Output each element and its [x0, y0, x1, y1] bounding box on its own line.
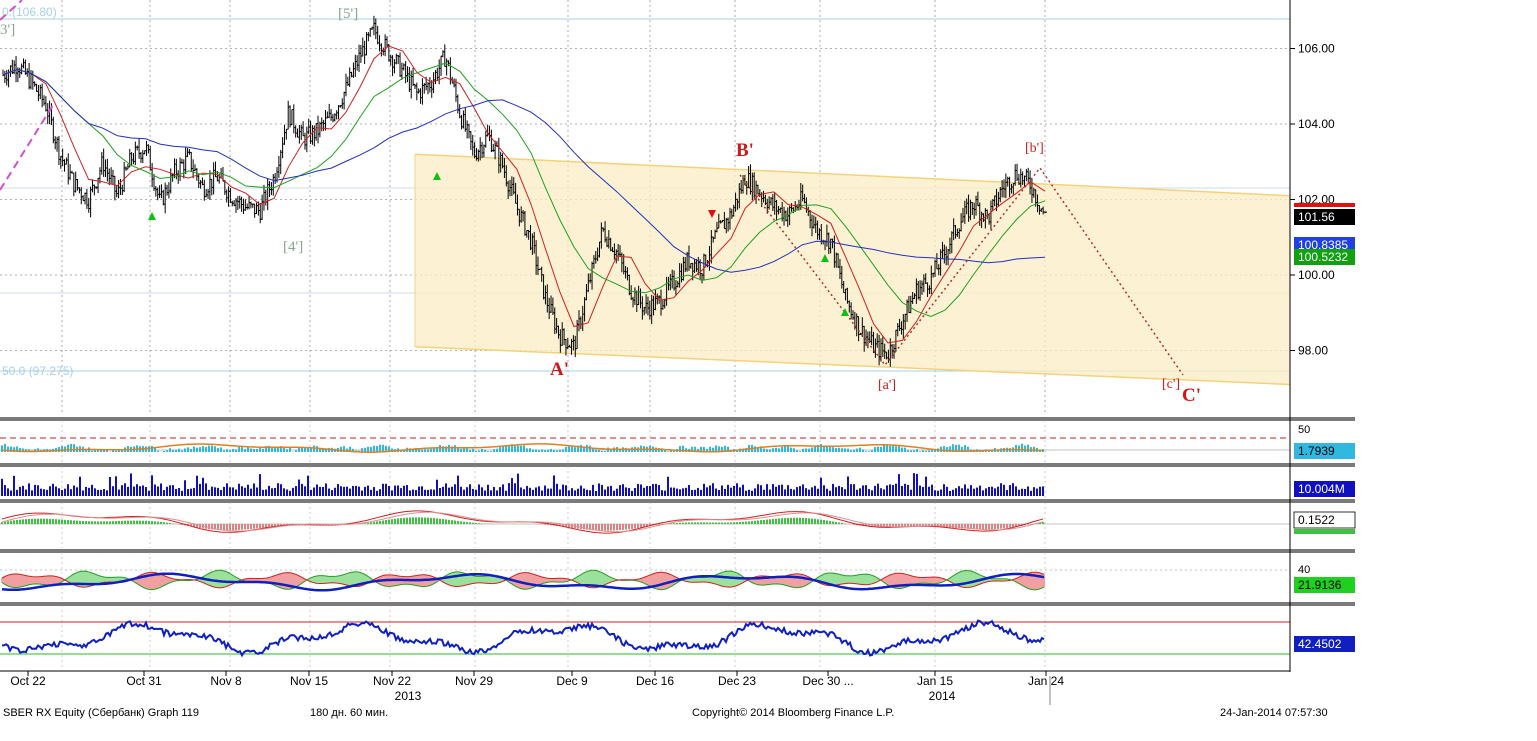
indicator-tag-macd-green	[1294, 529, 1355, 534]
panel-separator-axis	[1290, 549, 1355, 553]
x-tick-label: Nov 8	[210, 674, 242, 688]
indicator-tag-rsi-bg	[1294, 443, 1355, 459]
trend-line-magenta	[0, 101, 56, 191]
x-tick-label: Oct 31	[126, 674, 162, 688]
wave-label-3: 3']	[0, 22, 15, 38]
y-tick-label: 100.00	[1298, 268, 1335, 282]
buy-signal-arrow	[841, 308, 849, 316]
ma-short-line	[2, 45, 1046, 344]
panel-separator	[0, 463, 1290, 467]
indicator-tag-volume: 10.004M	[1298, 482, 1345, 496]
footer-copyright: Copyright© 2014 Bloomberg Finance L.P.	[692, 707, 895, 719]
indicator-tag-macd: 0.1522	[1298, 513, 1335, 527]
panel-separator	[0, 499, 1290, 503]
wave-label-a: [a']	[878, 378, 896, 393]
x-tick-label: Oct 22	[10, 674, 46, 688]
fib-label-top: 0.(106.80)	[2, 5, 57, 19]
buy-signal-arrow	[821, 254, 829, 262]
y-tick-label: 106.00	[1298, 42, 1335, 56]
panel-separator-axis	[1290, 499, 1355, 503]
macd-signal-line	[1, 511, 1044, 533]
wave-label-5: [5']	[338, 6, 358, 22]
dmi-plus-line	[1, 569, 1045, 591]
rsi-level-label: 50	[1298, 424, 1310, 436]
wave-label-B: B'	[736, 140, 754, 161]
channel-lower	[414, 345, 1291, 386]
price-tag-last-bg	[1294, 209, 1355, 225]
footer-timestamp: 24-Jan-2014 07:57:30	[1220, 707, 1328, 719]
wave-label-b: [b']	[1025, 141, 1044, 156]
indicator-tag-adx-bg	[1294, 577, 1355, 593]
x-tick-label: Jan 24	[1028, 674, 1064, 688]
indicator-tag-stoch: 42.4502	[1298, 637, 1342, 651]
x-tick-label: Jan 15	[917, 674, 953, 688]
channel-fill	[415, 154, 1290, 385]
x-tick-label: Dec 30 ...	[802, 674, 853, 688]
y-tick-label: 104.00	[1298, 117, 1335, 131]
buy-signal-arrow	[148, 212, 156, 220]
channel-upper	[414, 153, 1291, 197]
dmi-minus-line	[1, 571, 1045, 589]
price-tag-ma-green-bg	[1294, 249, 1355, 265]
indicator-tag-volume-bg	[1294, 481, 1355, 497]
indicator-tag-adx: 21.9136	[1298, 578, 1342, 592]
y-tick-label: 98.00	[1298, 344, 1328, 358]
ma-mid-line	[2, 62, 1046, 318]
rsi-signal-line	[1, 443, 1044, 453]
indicator-tag-stoch-bg	[1294, 636, 1355, 652]
x-tick-label: Dec 23	[718, 674, 756, 688]
buy-signal-arrow	[433, 172, 441, 180]
x-tick-label: Dec 9	[556, 674, 588, 688]
footer-period: 180 дн. 60 мин.	[310, 707, 389, 719]
year-label-2014: 2014	[929, 689, 956, 703]
price-tag-red-marker	[1294, 203, 1355, 207]
stoch-line	[2, 619, 1045, 658]
trend-line-magenta-top	[0, 0, 23, 21]
x-tick-label: Nov 15	[290, 674, 328, 688]
price-tag-ma-blue: 100.8385	[1298, 238, 1348, 252]
sell-signal-arrow	[708, 210, 716, 218]
year-label-2013: 2013	[395, 689, 422, 703]
panel-separator	[0, 602, 1290, 606]
wave-label-C: C'	[1182, 385, 1201, 406]
price-tag-last: 101.56	[1298, 210, 1335, 224]
ma-long-line	[2, 68, 1046, 273]
panel-separator-axis	[1290, 602, 1355, 606]
fib-label-mid: 50.0 (97.275)	[2, 364, 73, 378]
wave-label-4: [4']	[283, 239, 303, 255]
adx-line	[1, 572, 1045, 592]
panel-separator	[0, 417, 1290, 421]
price-tag-ma-green: 100.5232	[1298, 250, 1348, 264]
panel-separator-axis	[1290, 417, 1355, 421]
wave-projection-line	[739, 166, 1184, 376]
x-tick-label: Dec 16	[636, 674, 674, 688]
adx-level-label: 40	[1298, 564, 1310, 576]
footer-ticker: SBER RX Equity (Сбербанк) Graph 119	[3, 707, 199, 719]
x-tick-label: Nov 22	[373, 674, 411, 688]
panel-separator-axis	[1290, 463, 1355, 467]
indicator-tag-macd-bg	[1293, 511, 1356, 529]
indicator-tag-rsi: 1.7939	[1298, 444, 1335, 458]
wave-label-A: A'	[550, 359, 569, 380]
panel-separator	[0, 549, 1290, 553]
x-tick-label: Nov 29	[455, 674, 493, 688]
wave-label-c: [c']	[1162, 377, 1180, 392]
